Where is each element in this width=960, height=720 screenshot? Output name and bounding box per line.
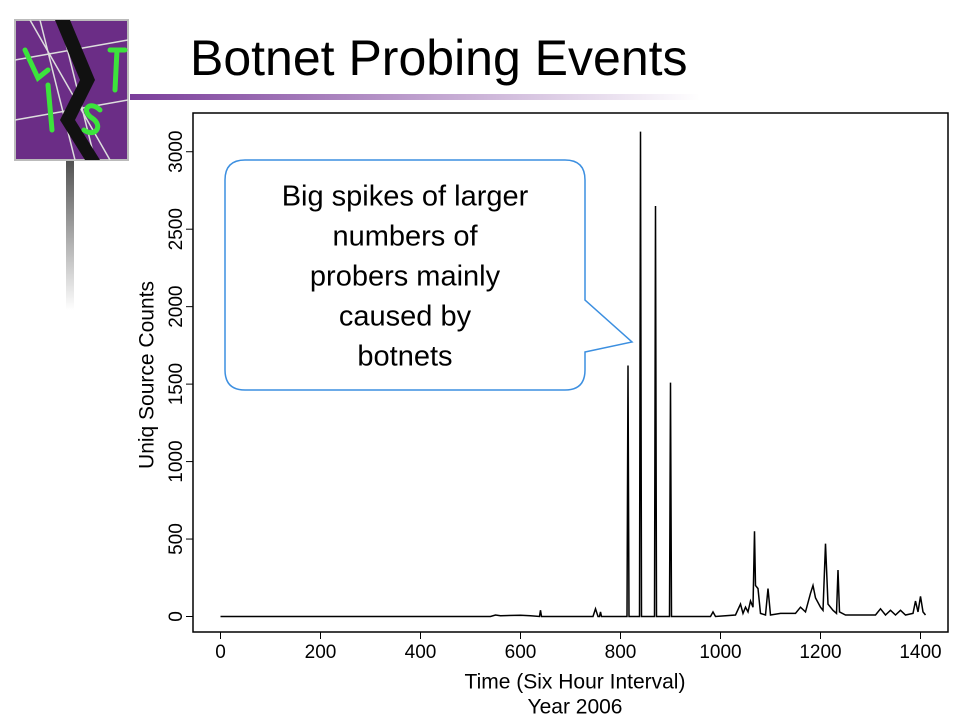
y-axis-label: Uniq Source Counts bbox=[136, 281, 159, 469]
x-tick-label: 0 bbox=[215, 642, 226, 663]
title-underline bbox=[130, 94, 700, 100]
callout-line: numbers of bbox=[332, 221, 478, 253]
logo bbox=[14, 19, 129, 310]
plot-frame bbox=[192, 112, 949, 633]
x-tick-label: 200 bbox=[305, 642, 337, 663]
slide-title: Botnet Probing Events bbox=[190, 30, 688, 86]
x-axis-label: Year 2006 bbox=[528, 696, 623, 719]
x-tick-label: 1200 bbox=[799, 642, 841, 663]
y-tick-label: 2500 bbox=[166, 208, 187, 250]
y-tick-label: 1000 bbox=[166, 440, 187, 482]
y-tick-label: 1500 bbox=[166, 363, 187, 405]
x-tick-label: 800 bbox=[605, 642, 637, 663]
series-line bbox=[220, 131, 927, 618]
y-tick-label: 3000 bbox=[166, 131, 187, 173]
x-axis-label: Time (Six Hour Interval) bbox=[465, 671, 686, 694]
callout-line: caused by bbox=[339, 301, 472, 333]
y-tick-label: 0 bbox=[166, 611, 187, 622]
y-tick-label: 2000 bbox=[166, 286, 187, 328]
callout-line: botnets bbox=[357, 341, 452, 373]
y-tick-label: 500 bbox=[166, 523, 187, 555]
callout-line: Big spikes of larger bbox=[282, 181, 529, 213]
x-tick-label: 600 bbox=[505, 642, 537, 663]
x-tick-label: 1000 bbox=[699, 642, 741, 663]
callout-line: probers mainly bbox=[310, 261, 501, 293]
callout bbox=[224, 159, 634, 391]
plot: 0 500 1000 1500 2000 2500 3000 0 200 400 600 800 100… bbox=[166, 131, 942, 663]
x-tick-label: 400 bbox=[405, 642, 437, 663]
callout-text: Big spikes of larger numbers of probers ma… bbox=[282, 181, 529, 373]
x-tick-label: 1400 bbox=[899, 642, 941, 663]
